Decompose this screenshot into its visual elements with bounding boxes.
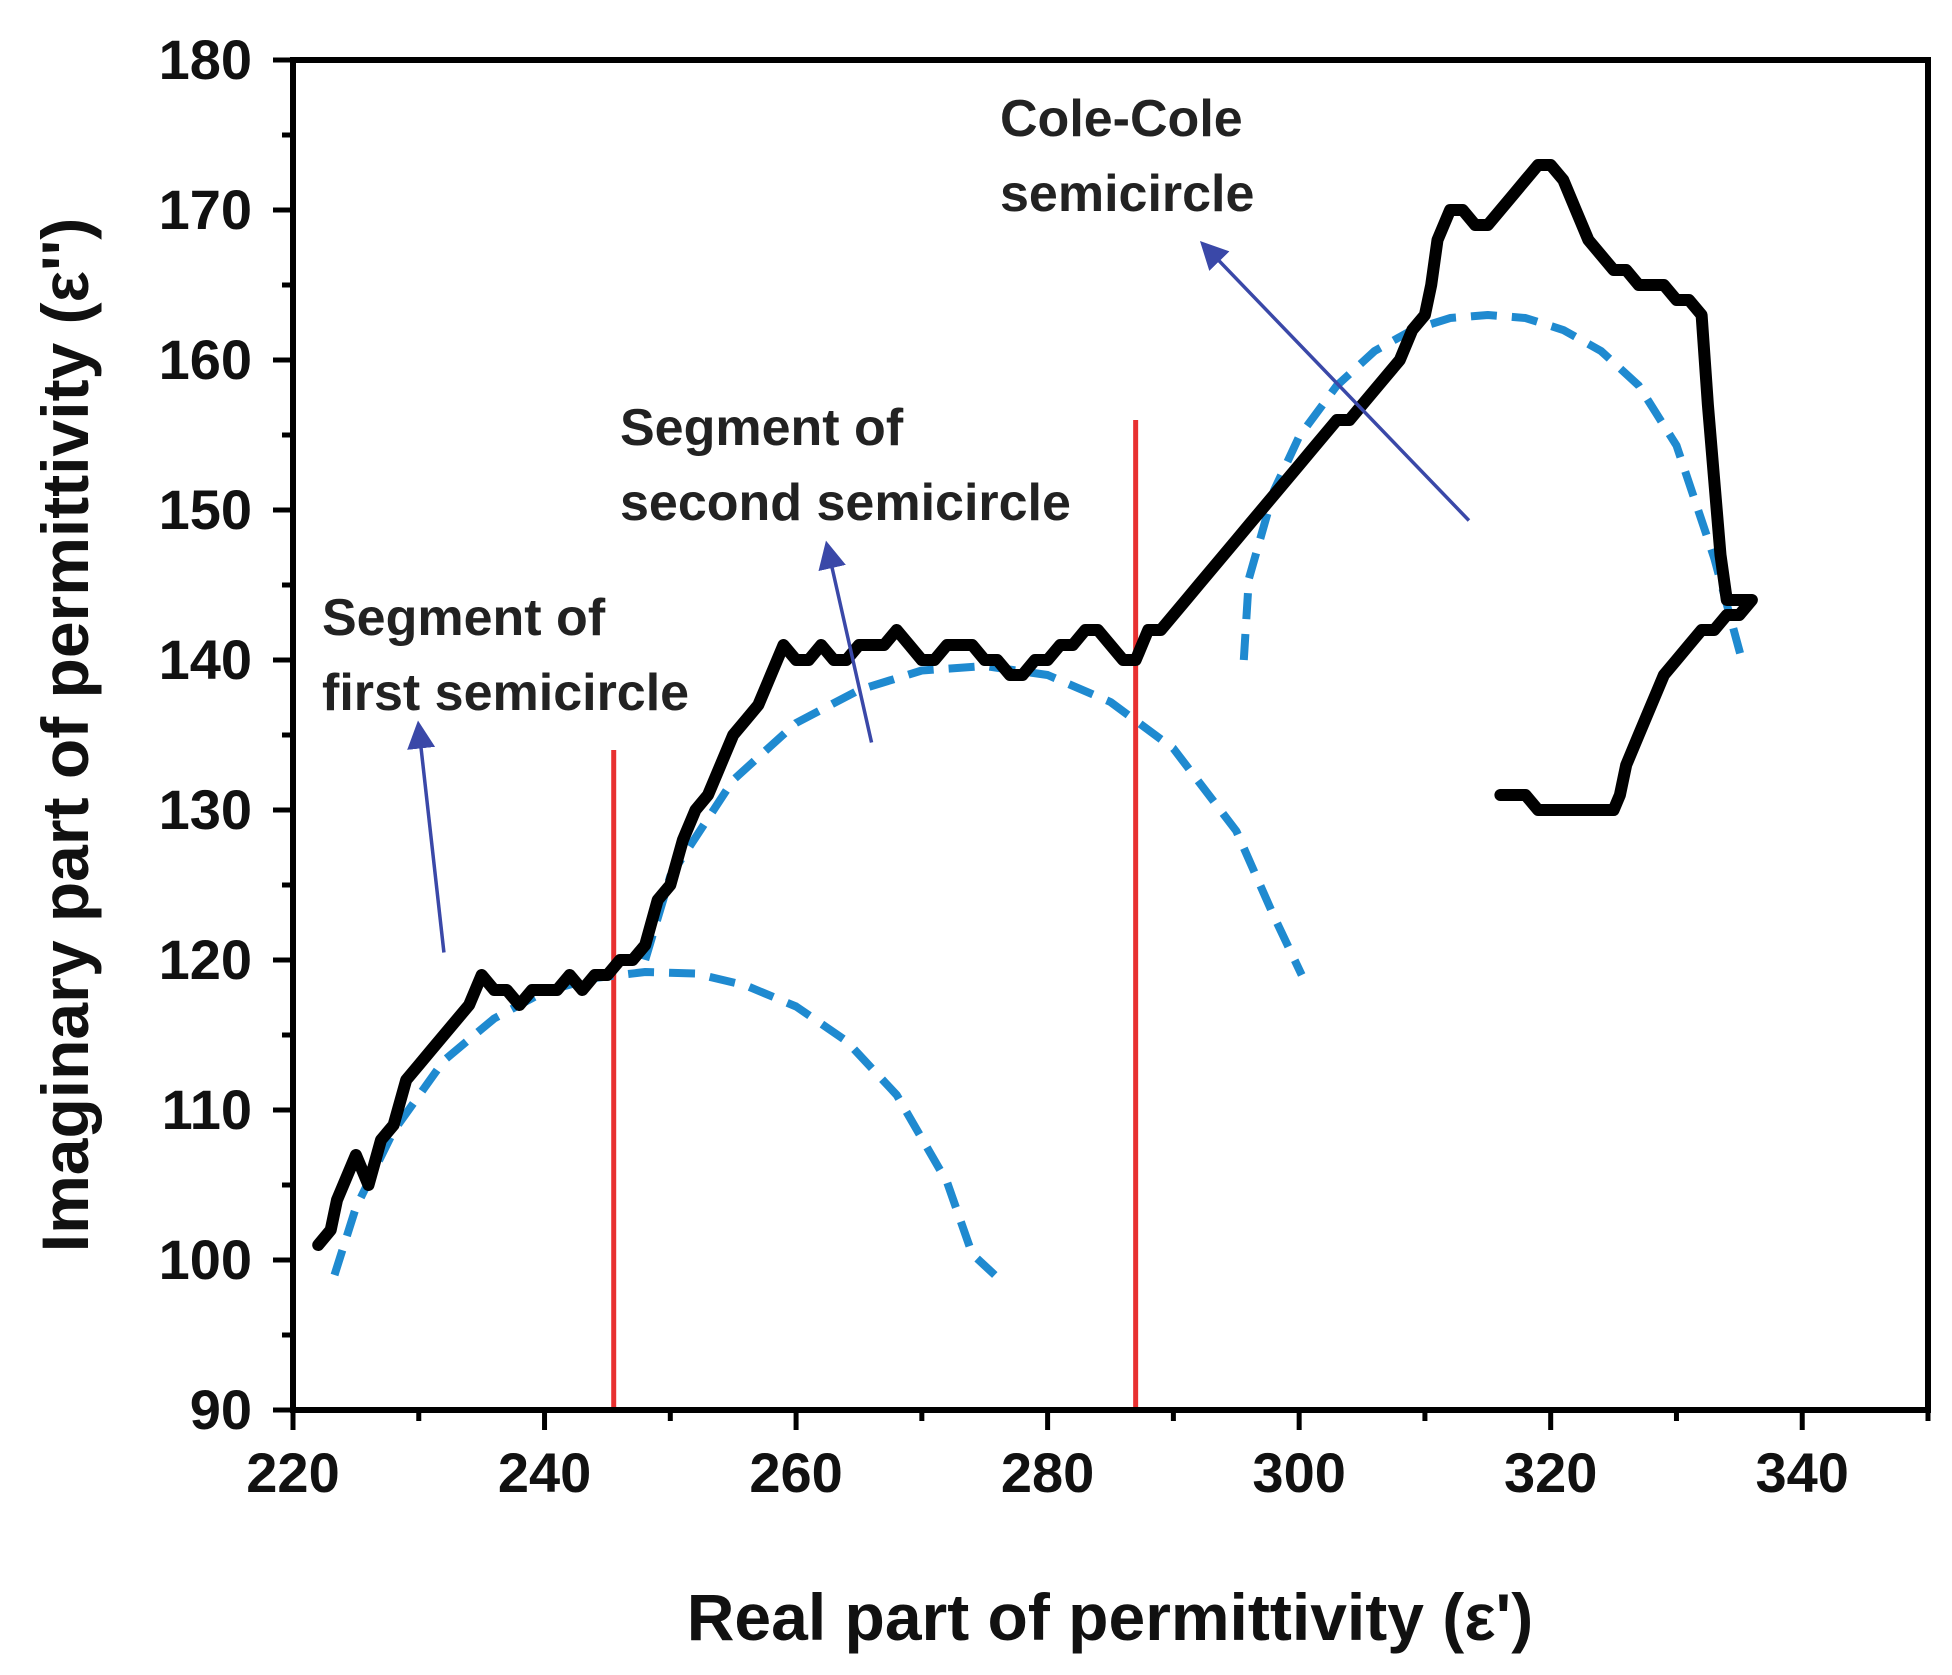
annotation-arrow bbox=[818, 540, 874, 743]
y-tick-label: 110 bbox=[162, 1078, 252, 1141]
fit-semicircle bbox=[330, 968, 998, 1278]
y-tick-label: 90 bbox=[190, 1378, 252, 1441]
annotation-label: semicircle bbox=[1000, 165, 1254, 223]
annotation-label: second semicircle bbox=[620, 474, 1071, 532]
y-tick-label: 170 bbox=[159, 178, 252, 241]
x-axis-title: Real part of permittivity (ε') bbox=[687, 1580, 1533, 1654]
annotation-label: Segment of bbox=[620, 399, 904, 457]
y-axis-title: Imaginary part of permittivity (ε'') bbox=[28, 218, 102, 1253]
y-tick-label: 150 bbox=[159, 478, 252, 541]
x-tick-label: 220 bbox=[246, 1441, 339, 1504]
y-tick-label: 130 bbox=[159, 778, 252, 841]
y-tick-label: 180 bbox=[159, 28, 252, 91]
y-tick-label: 100 bbox=[159, 1228, 252, 1291]
annotation-arrow bbox=[407, 720, 446, 953]
plot-frame bbox=[290, 57, 1931, 1413]
annotation-label: first semicircle bbox=[322, 664, 689, 722]
annotation-arrow bbox=[1199, 240, 1471, 522]
x-tick-label: 260 bbox=[749, 1441, 842, 1504]
vertical-lines bbox=[611, 420, 1139, 1410]
x-tick-label: 240 bbox=[498, 1441, 591, 1504]
y-tick-label: 140 bbox=[159, 628, 252, 691]
x-tick-label: 280 bbox=[1001, 1441, 1094, 1504]
y-tick-label: 160 bbox=[159, 328, 252, 391]
x-tick-label: 300 bbox=[1252, 1441, 1345, 1504]
y-axis-ticks: 90 100 110 120 130 140 150 160 170 180 bbox=[159, 28, 293, 1441]
measured-curve bbox=[312, 159, 1758, 1251]
fit-semicircle bbox=[1239, 311, 1746, 662]
x-tick-label: 340 bbox=[1756, 1441, 1849, 1504]
y-tick-label: 120 bbox=[159, 928, 252, 991]
fit-semicircle bbox=[641, 662, 1306, 977]
x-tick-label: 320 bbox=[1504, 1441, 1597, 1504]
data-series bbox=[312, 159, 1758, 1278]
x-axis-ticks: 220 240 260 280 300 320 340 bbox=[246, 1410, 1931, 1504]
annotation-label: Segment of bbox=[322, 589, 606, 647]
annotation-label: Cole-Cole bbox=[1000, 90, 1243, 148]
